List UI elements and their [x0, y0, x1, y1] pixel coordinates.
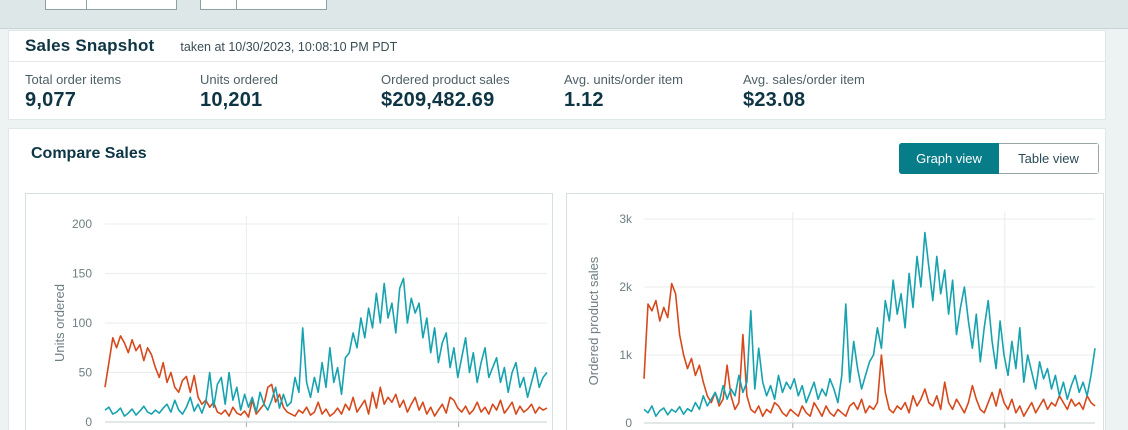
metric-value: 9,077: [25, 89, 77, 111]
y-tick-label: 2k: [619, 280, 633, 294]
compare-sales-panel: Compare Sales Graph view Table view 0 50 1…: [8, 128, 1106, 430]
y-tick-label: 3k: [619, 212, 633, 226]
metric-label: Avg. units/order item: [564, 72, 683, 87]
y-axis-label: Ordered product sales: [586, 256, 601, 385]
y-tick-label: 1k: [619, 348, 633, 362]
y-tick-label: 200: [72, 217, 92, 231]
top-filter-strip: [0, 0, 1128, 29]
metric-value: $23.08: [743, 89, 806, 111]
sales-snapshot-panel: Sales Snapshot taken at 10/30/2023, 10:0…: [8, 30, 1106, 120]
view-toggle: Graph view Table view: [899, 143, 1099, 174]
metric-total-order-items: Total order items 9,077: [25, 72, 121, 112]
metric-value: $209,482.69: [381, 89, 495, 111]
metric-value: 10,201: [200, 89, 263, 111]
snapshot-title: Sales Snapshot: [25, 36, 155, 55]
teal-series: [104, 277, 548, 417]
chart-canvas[interactable]: 0 50 100 150 200 Units ordered: [26, 194, 552, 430]
y-tick-label: 150: [72, 267, 92, 281]
metric-label: Units ordered: [200, 72, 279, 87]
ordered-product-sales-chart[interactable]: 0 1k 2k 3k Ordered product sales: [566, 193, 1104, 430]
snapshot-timestamp: taken at 10/30/2023, 10:08:10 PM PDT: [180, 40, 398, 54]
chart-canvas[interactable]: 0 1k 2k 3k Ordered product sales: [567, 194, 1103, 430]
metric-avg-sales-per-order: Avg. sales/order item $23.08: [743, 72, 865, 112]
input-divider: [86, 0, 87, 9]
graph-view-button[interactable]: Graph view: [899, 143, 999, 174]
date-range-input-secondary[interactable]: [200, 0, 327, 10]
y-tick-label: 0: [625, 416, 632, 430]
y-tick-label: 0: [85, 415, 92, 429]
orange-series: [643, 282, 1096, 417]
metric-value: 1.12: [564, 89, 604, 111]
teal-series: [643, 231, 1096, 417]
compare-sales-title: Compare Sales: [31, 145, 147, 162]
metric-avg-units-per-order: Avg. units/order item 1.12: [564, 72, 683, 112]
date-range-input[interactable]: [45, 0, 177, 10]
y-axis-label: Units ordered: [52, 284, 67, 362]
input-divider: [236, 0, 237, 9]
metric-label: Avg. sales/order item: [743, 72, 865, 87]
snapshot-header: Sales Snapshot taken at 10/30/2023, 10:0…: [9, 31, 1105, 62]
metric-label: Total order items: [25, 72, 122, 87]
metric-label: Ordered product sales: [381, 72, 510, 87]
units-ordered-chart[interactable]: 0 50 100 150 200 Units ordered: [25, 193, 553, 430]
y-tick-label: 100: [72, 316, 92, 330]
orange-series: [104, 335, 548, 418]
y-tick-label: 50: [79, 366, 93, 380]
table-view-button[interactable]: Table view: [999, 143, 1099, 174]
metric-ordered-product-sales: Ordered product sales $209,482.69: [381, 72, 510, 112]
metric-units-ordered: Units ordered 10,201: [200, 72, 278, 112]
